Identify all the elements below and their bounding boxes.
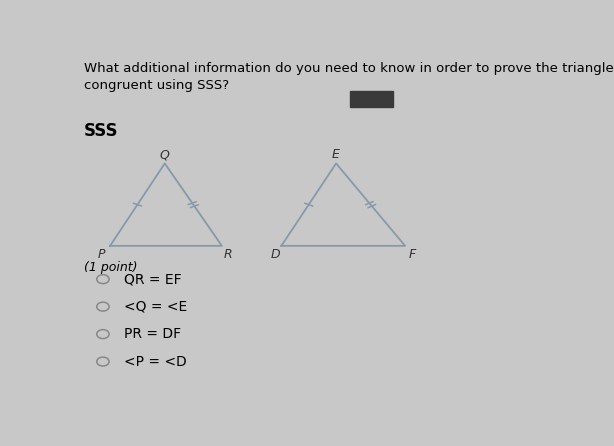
Text: SSS: SSS xyxy=(84,122,119,140)
Text: <P = <D: <P = <D xyxy=(124,355,187,368)
Text: D: D xyxy=(271,248,281,261)
Text: Q: Q xyxy=(160,149,169,161)
Text: R: R xyxy=(223,248,232,261)
Text: What additional information do you need to know in order to prove the triangles
: What additional information do you need … xyxy=(84,62,614,92)
Text: QR = EF: QR = EF xyxy=(124,272,182,286)
Text: F: F xyxy=(408,248,416,261)
Bar xyxy=(351,91,393,107)
Text: E: E xyxy=(332,149,340,161)
Text: PR = DF: PR = DF xyxy=(124,327,182,341)
Text: <Q = <E: <Q = <E xyxy=(124,300,188,314)
Text: (1 point): (1 point) xyxy=(84,261,138,274)
Text: P: P xyxy=(98,248,105,261)
